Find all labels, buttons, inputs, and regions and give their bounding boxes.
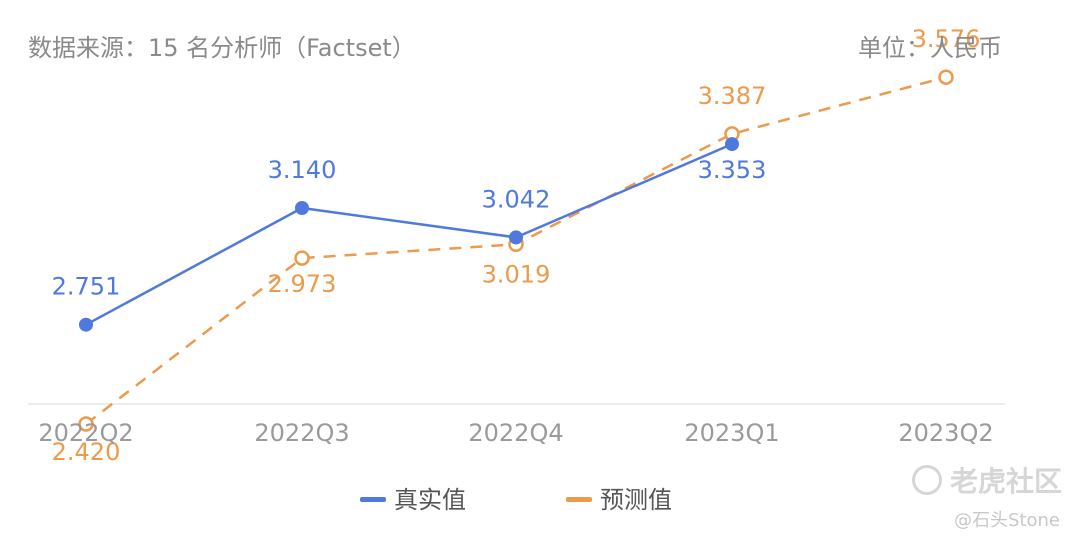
series-forecast [78, 69, 954, 432]
data-label-forecast: 3.576 [912, 25, 981, 53]
tiger-logo-icon [911, 465, 942, 495]
data-point-actual [295, 201, 309, 215]
data-point-forecast [78, 416, 94, 432]
legend-item-forecast: 预测值 [566, 482, 672, 518]
legend-item-actual: 真实值 [360, 482, 466, 518]
source-note: 数据来源：15 名分析师（Factset） [28, 34, 416, 62]
legend-swatch-actual [360, 496, 386, 502]
data-label-forecast: 3.019 [482, 260, 551, 288]
unit-note: 单位：人民币 [858, 34, 1002, 62]
data-point-forecast [938, 69, 954, 85]
x-tick-label: 2022Q3 [254, 419, 349, 447]
x-tick-label: 2023Q1 [684, 419, 779, 447]
legend-label-actual: 真实值 [394, 486, 466, 514]
data-label-forecast: 3.387 [698, 82, 767, 110]
x-tick-labels: 2022Q2 2022Q3 2022Q4 2023Q1 2023Q2 [38, 419, 993, 447]
x-tick-label: 2022Q4 [468, 419, 563, 447]
legend-swatch-forecast [566, 496, 592, 502]
series-line-actual [85, 142, 733, 326]
data-point-actual [725, 137, 739, 152]
x-tick-label: 2022Q2 [38, 419, 133, 447]
data-label-actual: 3.042 [482, 185, 551, 213]
data-labels: 2.751 3.140 3.042 3.353 2.420 2.973 3.019 3.387… [52, 25, 981, 466]
legend-label-forecast: 预测值 [600, 486, 672, 514]
data-label-actual: 3.353 [698, 156, 767, 184]
data-label-forecast: 2.973 [268, 270, 337, 298]
watermark-brand: 老虎社区 [911, 460, 1062, 500]
watermark-brand-text: 老虎社区 [949, 465, 1062, 498]
watermark-user: @石头Stone [954, 510, 1060, 531]
data-point-actual [509, 230, 523, 245]
data-label-forecast: 2.420 [52, 438, 121, 466]
data-point-actual [79, 317, 93, 332]
data-label-actual: 3.140 [268, 156, 337, 184]
data-point-forecast [294, 250, 310, 266]
x-tick-label: 2023Q2 [898, 419, 993, 447]
data-label-actual: 2.751 [52, 273, 121, 301]
series-actual [79, 137, 739, 332]
